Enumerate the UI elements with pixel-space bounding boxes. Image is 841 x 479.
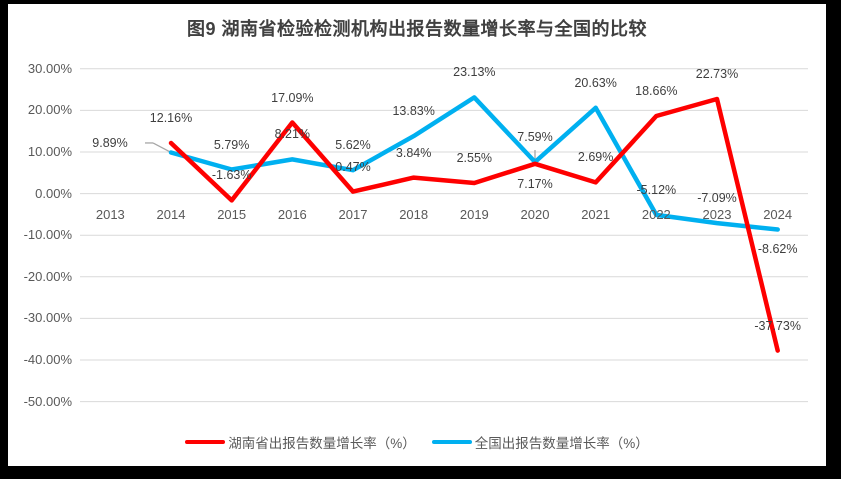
chart-title: 图9 湖南省检验检测机构出报告数量增长率与全国的比较 (186, 19, 647, 39)
y-axis-tick-label: 30.00% (27, 60, 72, 76)
data-label: 5.79% (213, 137, 250, 152)
x-axis-tick-label: 2018 (399, 207, 429, 222)
data-label: 2.55% (456, 150, 493, 165)
data-label: 2.69% (577, 150, 614, 165)
legend-line-swatch-red (185, 439, 226, 445)
chart-canvas: 图9 湖南省检验检测机构出报告数量增长率与全国的比较 30.00% 20.00% 1… (8, 4, 826, 466)
data-label: 22.73% (695, 67, 739, 82)
legend-label-national: 全国出报告数量增长率（%） (474, 436, 649, 451)
data-label: 23.13% (453, 65, 496, 80)
data-label: 8.21% (274, 127, 311, 142)
x-axis-tick-label: 2020 (520, 207, 550, 222)
label-leader-line (152, 142, 173, 154)
data-label: 17.09% (271, 90, 314, 105)
x-axis-tick-label: 2022 (641, 207, 671, 222)
y-axis-tick-label: -50.00% (23, 393, 72, 409)
x-axis-tick-label: 2016 (277, 207, 307, 222)
data-label: 13.83% (392, 104, 435, 119)
x-axis-tick-label: 2021 (581, 207, 611, 222)
data-label: -5.12% (636, 182, 677, 197)
data-label: 7.59% (517, 130, 553, 145)
chart-legend: 湖南省出报告数量增长率（%） 全国出报告数量增长率（%） (8, 432, 826, 452)
y-axis-tick-label: 0.00% (35, 185, 72, 201)
data-label: 20.63% (574, 75, 617, 90)
y-axis-tick-label: 20.00% (27, 102, 72, 118)
x-axis-tick-label: 2013 (95, 207, 125, 222)
y-axis-tick-label: 10.00% (27, 144, 72, 159)
legend-item-national: 全国出报告数量增长率（%） (431, 432, 649, 452)
data-label: 9.89% (92, 136, 128, 151)
data-label: -1.63% (211, 168, 252, 183)
data-label: 5.62% (335, 138, 371, 153)
y-axis-tick-label: -40.00% (23, 352, 72, 367)
y-axis-tick-label: -30.00% (23, 310, 72, 326)
legend-item-hunan: 湖南省出报告数量增长率（%） (185, 432, 416, 452)
data-label: 18.66% (635, 83, 678, 98)
plot-area (80, 68, 808, 403)
data-label: 0.47% (335, 159, 371, 174)
data-label: 7.17% (517, 176, 553, 191)
x-axis-tick-label: 2015 (217, 207, 247, 222)
x-axis-tick-label: 2019 (459, 207, 489, 222)
y-axis-tick-label: -20.00% (23, 268, 72, 284)
data-label: -37.73% (754, 318, 801, 333)
series-line-hunan (168, 96, 780, 353)
data-label: -7.09% (697, 191, 737, 206)
series-line-national (168, 95, 780, 232)
legend-line-swatch-blue (431, 439, 472, 445)
y-axis-tick-label: -10.00% (23, 227, 72, 243)
data-label: -8.62% (757, 242, 798, 257)
x-axis-tick-label: 2014 (156, 207, 186, 222)
x-axis-tick-label: 2023 (702, 207, 732, 222)
data-label: 3.84% (395, 145, 432, 160)
x-axis-tick-label: 2024 (763, 207, 793, 222)
data-label: 12.16% (149, 111, 193, 125)
legend-label-hunan: 湖南省出报告数量增长率（%） (228, 436, 416, 451)
x-axis-tick-label: 2017 (338, 207, 368, 222)
